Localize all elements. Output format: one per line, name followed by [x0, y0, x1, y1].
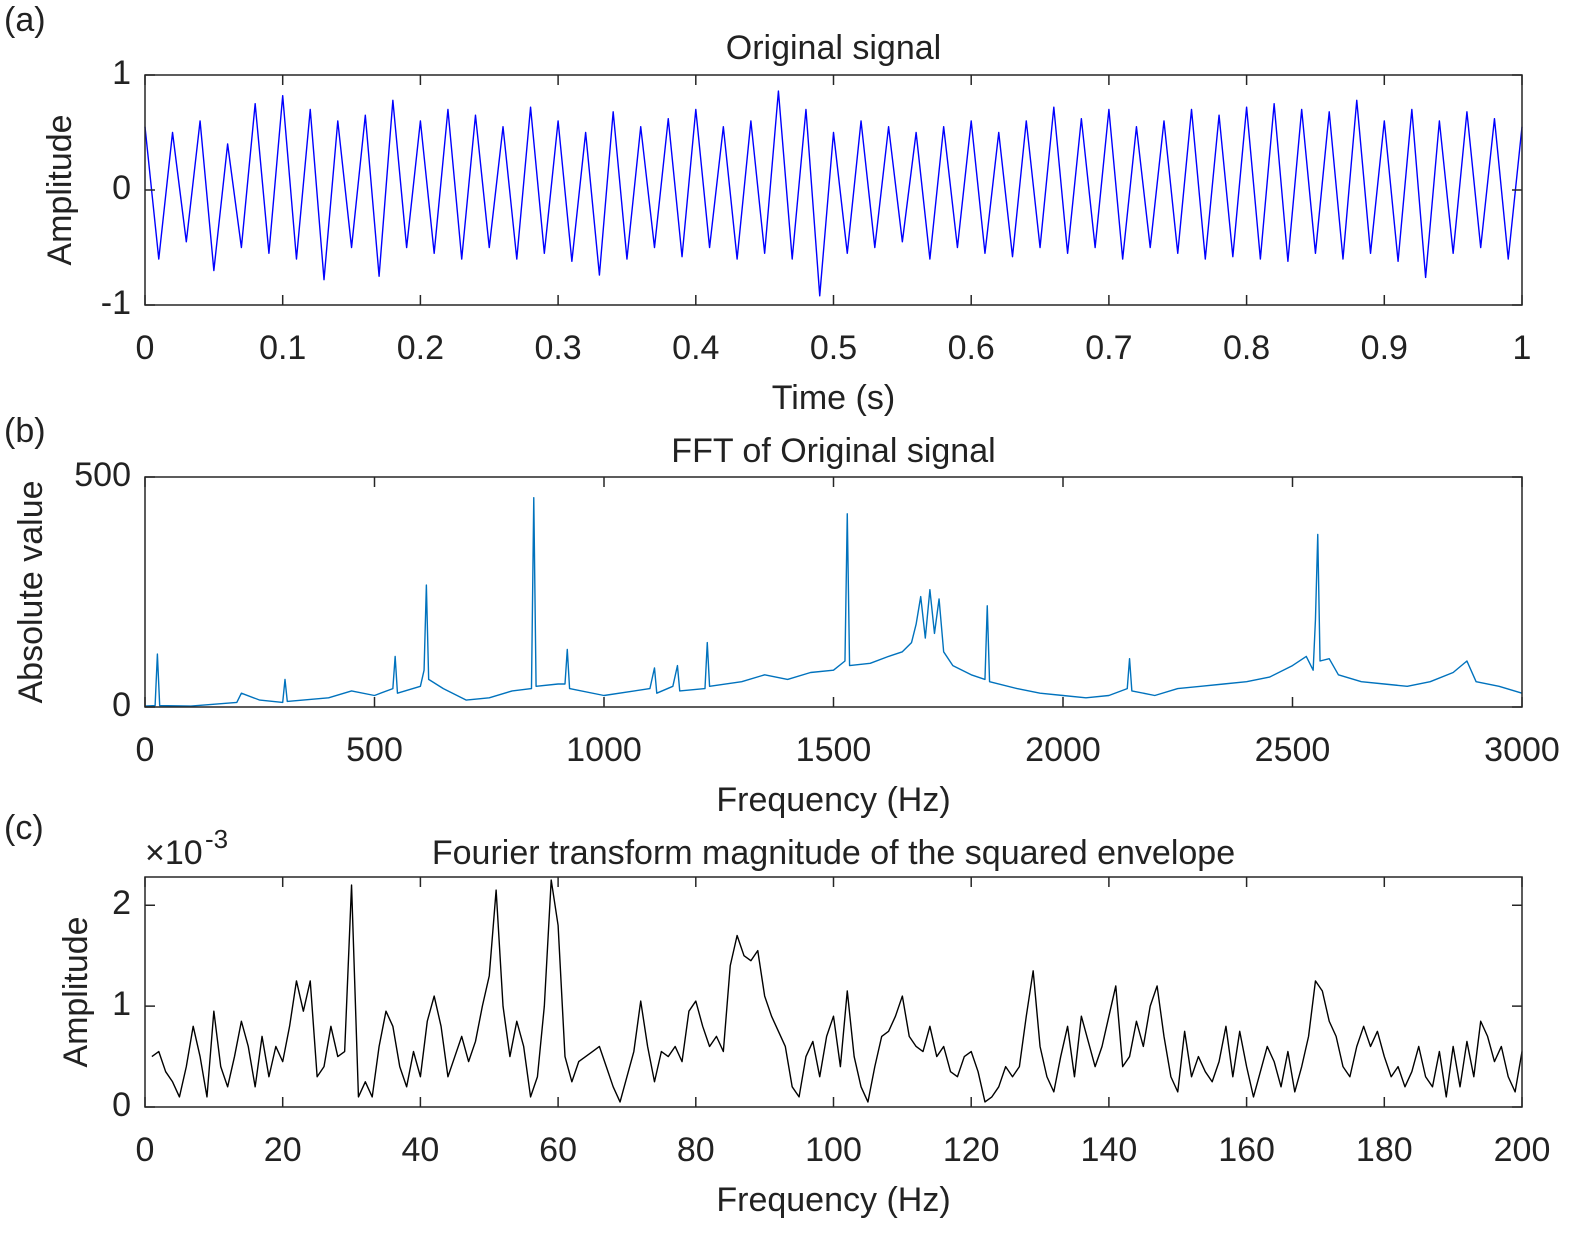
signal-line [151, 879, 1523, 1103]
y-tick-label: 500 [74, 456, 131, 494]
y-axis-label: Amplitude [57, 916, 95, 1067]
panel-label: (a) [4, 1, 46, 39]
x-tick-label: 2000 [1025, 731, 1101, 769]
y-tick-label: 1 [112, 54, 131, 92]
x-tick-label: 0.2 [397, 329, 444, 367]
x-tick-label: 80 [677, 1131, 715, 1169]
x-tick-label: 120 [943, 1131, 1000, 1169]
y-tick-label: -1 [101, 284, 131, 322]
panel-label: (b) [4, 412, 46, 450]
x-tick-label: 0 [136, 1131, 155, 1169]
x-axis-label: Frequency (Hz) [716, 1181, 950, 1219]
x-tick-label: 1500 [796, 731, 872, 769]
chart-title: Original signal [726, 29, 941, 67]
x-tick-label: 0.9 [1361, 329, 1408, 367]
y-multiplier-exponent: -3 [205, 824, 228, 854]
x-tick-label: 500 [346, 731, 403, 769]
x-tick-label: 40 [401, 1131, 439, 1169]
subplot: (a) Original signal Time (s) Amplitude 0 0.1 0… [4, 1, 1531, 417]
x-tick-label: 60 [539, 1131, 577, 1169]
x-tick-label: 0.1 [259, 329, 306, 367]
x-tick-label: 0 [136, 731, 155, 769]
x-tick-label: 0.6 [948, 329, 995, 367]
y-tick-label: 0 [112, 1086, 131, 1124]
subplot: (c) Fourier transform magnitude of the sq… [4, 809, 1550, 1219]
x-tick-label: 3000 [1484, 731, 1560, 769]
x-tick-label: 160 [1218, 1131, 1275, 1169]
plot-frame [144, 476, 1523, 708]
x-tick-label: 0.7 [1085, 329, 1132, 367]
y-axis-label: Amplitude [41, 114, 79, 265]
y-multiplier: ×10 [145, 834, 203, 872]
x-tick-label: 100 [805, 1131, 862, 1169]
x-tick-label: 180 [1356, 1131, 1413, 1169]
plot-frame [144, 876, 1523, 1108]
x-tick-label: 0.5 [810, 329, 857, 367]
x-tick-label: 0.8 [1223, 329, 1270, 367]
y-tick-label: 0 [112, 686, 131, 724]
y-tick-label: 0 [112, 169, 131, 207]
signal-line [144, 497, 1523, 707]
panel-label: (c) [4, 809, 44, 847]
x-axis-label: Time (s) [772, 379, 895, 417]
y-tick-label: 2 [112, 884, 131, 922]
x-tick-label: 1000 [566, 731, 642, 769]
signal-line [144, 90, 1523, 297]
x-tick-label: 140 [1081, 1131, 1138, 1169]
x-tick-label: 2500 [1255, 731, 1331, 769]
x-tick-label: 0.4 [672, 329, 719, 367]
y-tick-label: 1 [112, 985, 131, 1023]
subplot: (b) FFT of Original signal Frequency (Hz) A… [4, 412, 1560, 819]
x-tick-label: 0 [136, 329, 155, 367]
plot-frame [144, 74, 1523, 306]
chart-title: FFT of Original signal [671, 432, 995, 470]
x-tick-label: 200 [1494, 1131, 1551, 1169]
x-axis-label: Frequency (Hz) [716, 781, 950, 819]
x-tick-label: 1 [1513, 329, 1532, 367]
x-tick-label: 20 [264, 1131, 302, 1169]
chart-title: Fourier transform magnitude of the squar… [432, 834, 1235, 872]
y-axis-label: Absolute value [12, 480, 50, 703]
x-tick-label: 0.3 [534, 329, 581, 367]
